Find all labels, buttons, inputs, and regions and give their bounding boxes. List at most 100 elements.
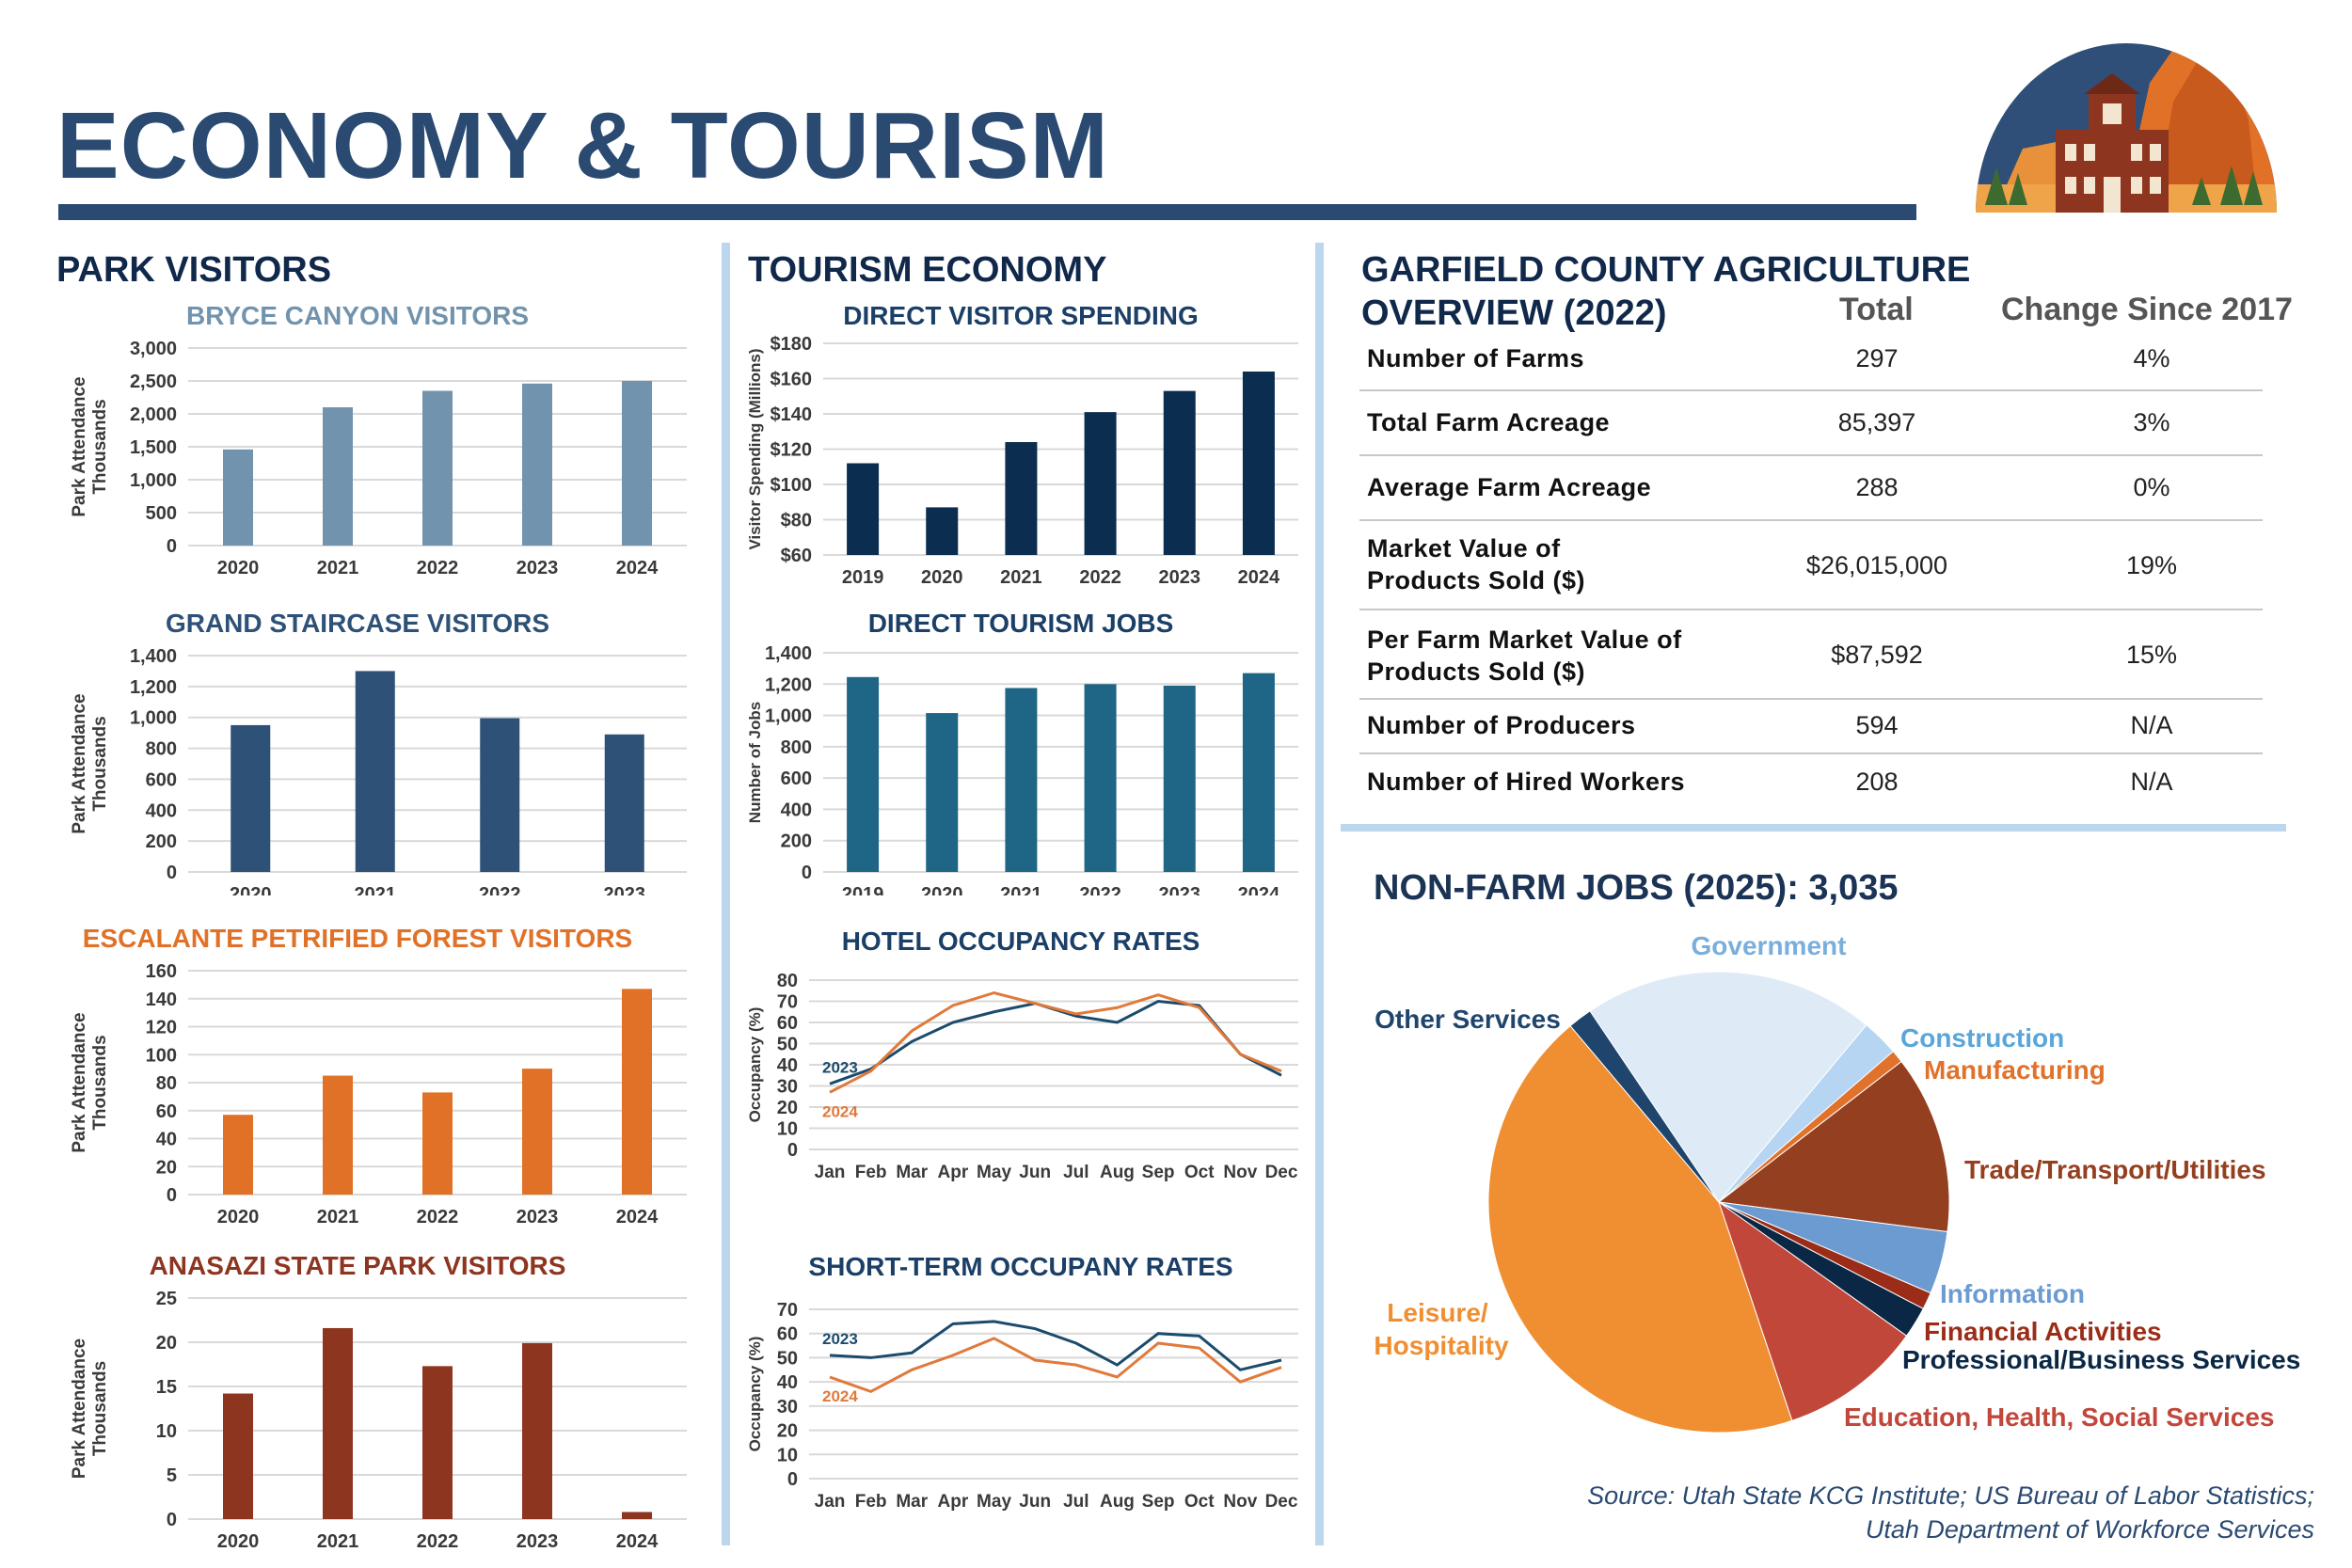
pie-label: Government <box>1692 931 1847 960</box>
x-tick-label: Jun <box>1019 1163 1051 1182</box>
series-line-2024 <box>829 1337 1282 1394</box>
bar <box>223 1393 253 1519</box>
bar <box>422 1092 453 1195</box>
y-tick-label: $80 <box>781 511 812 531</box>
agri-total: 297 <box>1855 344 1899 372</box>
chart-title: GRAND STAIRCASE VISITORS <box>166 609 549 638</box>
bar <box>622 1512 652 1519</box>
chart-escalante-visitors: ESCALANTE PETRIFIED FOREST VISITORS 0 20 40… <box>70 924 687 1225</box>
agri-change: 15% <box>2125 641 2178 669</box>
bar <box>323 1075 353 1195</box>
x-tick-label: Feb <box>855 1492 887 1512</box>
agri-label: Per Farm Market Value of <box>1367 626 1682 654</box>
agri-change: 4% <box>2133 344 2170 372</box>
x-tick-label: 2020 <box>230 884 272 895</box>
series-label: 2024 <box>822 1102 858 1120</box>
y-tick-label: 200 <box>781 832 812 852</box>
agri-change: N/A <box>2130 711 2173 739</box>
y-tick-label: 5 <box>167 1465 177 1486</box>
y-tick-label: 40 <box>777 1055 798 1076</box>
x-tick-label: Oct <box>1184 1163 1215 1182</box>
y-axis-label: Occupancy (%) <box>746 1007 764 1123</box>
chart-grand-staircase-visitors: GRAND STAIRCASE VISITORS 0 200 400 600 800 1,0… <box>70 609 687 895</box>
y-tick-label: 800 <box>781 737 812 758</box>
series-line-2023 <box>829 1320 1282 1371</box>
agri-label: Average Farm Acreage <box>1367 473 1652 501</box>
agri-total: $26,015,000 <box>1805 551 1948 579</box>
bar <box>1005 442 1038 555</box>
section-title-tourism-economy: TOURISM ECONOMY <box>748 250 1107 290</box>
county-logo <box>1976 43 2277 213</box>
x-tick-label: 2020 <box>217 1531 260 1552</box>
x-tick-label: 2024 <box>616 1207 659 1225</box>
chart-title: HOTEL OCCUPANCY RATES <box>842 927 1200 956</box>
pie-slice <box>1589 971 1867 1203</box>
y-tick-label: 70 <box>777 1300 798 1321</box>
section-title-park-visitors: PARK VISITORS <box>56 250 332 290</box>
x-tick-label: 2021 <box>317 558 359 578</box>
y-axis-label: Number of Jobs <box>746 702 764 823</box>
y-tick-label: 10 <box>156 1421 177 1442</box>
x-tick-label: Aug <box>1100 1163 1135 1182</box>
pie-slice <box>1717 1060 1950 1233</box>
x-tick-label: 2021 <box>355 884 397 895</box>
section-title-agriculture-line2: OVERVIEW (2022) <box>1361 293 1667 333</box>
y-axis-label: Visitor Spending (Millions) <box>746 348 764 549</box>
bar <box>223 1115 253 1195</box>
y-tick-label: 800 <box>146 739 177 760</box>
y-tick-label: 0 <box>787 1140 798 1161</box>
chart-anasazi-visitors: ANASAZI STATE PARK VISITORS 0 5 10 15 20 25 Par… <box>70 1251 687 1552</box>
agri-total: 208 <box>1855 768 1899 796</box>
column-divider-2 <box>1315 243 1324 1545</box>
chart-short-term-occupancy: SHORT-TERM OCCUPANY RATES 0 10 20 30 40 50 60 70… <box>746 1252 1298 1512</box>
y-tick-label: 20 <box>156 1333 177 1354</box>
agri-label-line2: Products Sold ($) <box>1367 657 1586 686</box>
y-tick-label: 20 <box>777 1098 798 1118</box>
chart-title: ANASAZI STATE PARK VISITORS <box>150 1251 566 1280</box>
y-tick-label: 1,400 <box>130 646 177 667</box>
y-tick-label: 0 <box>167 536 177 557</box>
pie-label: Financial Activities <box>1924 1317 2162 1346</box>
bar <box>323 407 353 546</box>
pie-label: Education, Health, Social Services <box>1844 1402 2275 1432</box>
y-tick-label: 50 <box>777 1035 798 1055</box>
y-tick-label: 60 <box>156 1101 177 1122</box>
y-tick-label: 2,500 <box>130 372 177 392</box>
page-title: ECONOMY & TOURISM <box>56 93 1109 198</box>
y-tick-label: 1,200 <box>765 674 812 695</box>
agri-row: Per Farm Market Value of Products Sold (… <box>1359 610 2263 700</box>
section-title-agriculture-line1: GARFIELD COUNTY AGRICULTURE <box>1361 250 1971 290</box>
agri-total: 594 <box>1855 711 1899 739</box>
y-tick-label: $180 <box>771 334 813 355</box>
x-tick-label: Feb <box>855 1163 887 1182</box>
y-axis-label: Park Attendance <box>70 1338 89 1479</box>
pie-label: Other Services <box>1375 1005 1561 1034</box>
x-tick-label: Jun <box>1019 1492 1051 1512</box>
x-tick-label: Mar <box>896 1163 928 1182</box>
y-tick-label: $160 <box>771 370 813 390</box>
y-tick-label: 25 <box>156 1289 177 1309</box>
bar <box>926 507 959 555</box>
x-tick-label: Jan <box>815 1492 846 1512</box>
pie-label: Manufacturing <box>1924 1055 2106 1085</box>
column-divider-1 <box>722 243 730 1545</box>
x-tick-label: 2021 <box>317 1531 359 1552</box>
y-axis-label: Park Attendance <box>70 1012 89 1152</box>
y-tick-label: $60 <box>781 546 812 566</box>
y-tick-label: 1,000 <box>130 470 177 491</box>
chart-title: ESCALANTE PETRIFIED FOREST VISITORS <box>83 924 632 953</box>
y-tick-label: $100 <box>771 475 813 496</box>
y-axis-label-line2: Thousands <box>90 1035 110 1130</box>
pie-label: Trade/Transport/Utilities <box>1964 1155 2266 1184</box>
y-tick-label: 1,200 <box>130 677 177 698</box>
y-tick-label: 1,000 <box>130 708 177 729</box>
x-tick-label: Mar <box>896 1492 928 1512</box>
x-tick-label: 2022 <box>417 1207 459 1225</box>
y-tick-label: 0 <box>787 1469 798 1490</box>
bar <box>223 449 253 546</box>
bar <box>1163 390 1196 555</box>
chart-direct-visitor-spending: DIRECT VISITOR SPENDING $60 $80 $100 $120 $14… <box>746 301 1298 588</box>
y-tick-label: 70 <box>777 992 798 1013</box>
y-tick-label: 200 <box>146 832 177 852</box>
x-tick-label: 2023 <box>1159 884 1201 895</box>
